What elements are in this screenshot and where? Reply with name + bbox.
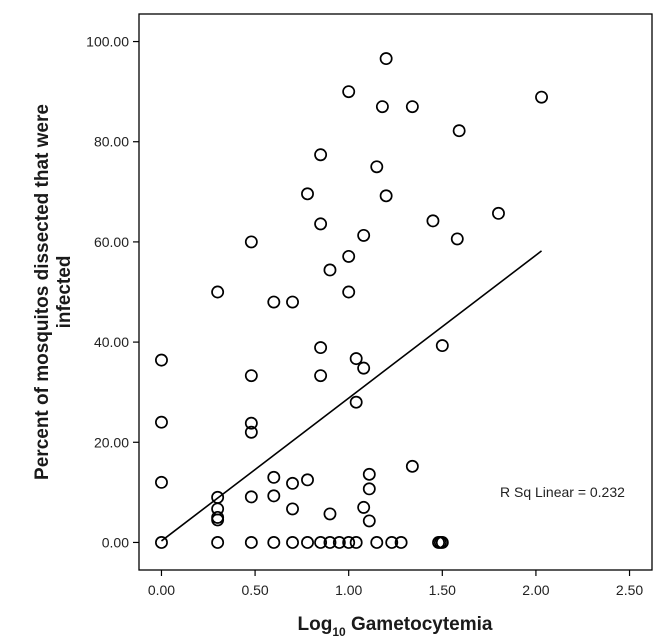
data-point: [349, 352, 363, 366]
data-point: [314, 536, 328, 549]
y-axis-title: Percent of mosquitos dissected that were…: [32, 104, 75, 480]
data-point: [405, 100, 419, 114]
data-point: [370, 536, 384, 549]
data-point: [286, 476, 299, 490]
x-tick-label: 1.00: [335, 582, 362, 598]
y-tick-label: 80.00: [94, 134, 129, 150]
data-point: [375, 100, 389, 114]
x-tick-label: 2.00: [522, 582, 549, 598]
data-point: [379, 189, 393, 203]
y-tick-label: 100.00: [86, 34, 129, 50]
data-point: [426, 214, 440, 228]
data-point: [452, 124, 466, 138]
x-axis-title-main: Log: [298, 614, 333, 635]
data-point: [362, 482, 376, 496]
data-point: [323, 263, 337, 277]
data-point: [362, 514, 376, 528]
x-axis-title-rest: Gametocytemia: [346, 614, 493, 635]
data-point: [155, 475, 168, 489]
data-point: [342, 285, 356, 299]
data-point: [267, 470, 281, 484]
data-point: [435, 339, 449, 353]
y-tick-label: 60.00: [94, 234, 129, 250]
x-axis-title-subscript: 10: [332, 625, 346, 637]
data-point: [211, 513, 225, 527]
data-point: [267, 536, 281, 549]
data-point: [332, 536, 346, 549]
tick-labels: 0.00 0.50 1.00 1.50 2.00 2.50 0.00 20.00 40.00 60…: [86, 34, 643, 598]
data-points: [155, 52, 548, 549]
data-point: [379, 52, 393, 66]
data-point: [244, 536, 258, 549]
data-point: [267, 489, 281, 503]
data-point: [342, 85, 356, 99]
data-point: [301, 473, 314, 487]
y-axis-title-line2: infected: [54, 256, 75, 329]
data-point: [211, 536, 225, 549]
data-point: [435, 536, 449, 549]
axis-ticks: [133, 40, 631, 576]
x-tick-label: 2.50: [616, 582, 643, 598]
data-point: [244, 425, 258, 439]
y-tick-label: 40.00: [94, 334, 129, 350]
x-tick-label: 0.00: [148, 582, 175, 598]
data-point: [286, 295, 299, 309]
x-tick-label: 1.50: [429, 582, 456, 598]
data-point: [349, 395, 363, 409]
data-point: [155, 415, 168, 429]
data-point: [286, 502, 299, 516]
data-point: [314, 148, 328, 162]
data-point: [267, 295, 281, 309]
y-tick-label: 20.00: [94, 434, 129, 450]
data-point: [385, 536, 399, 549]
data-point: [244, 369, 258, 383]
data-point: [535, 90, 548, 104]
data-point: [357, 500, 371, 514]
data-point: [357, 228, 371, 242]
r-squared-annotation: R Sq Linear = 0.232: [500, 484, 625, 500]
data-point: [323, 536, 337, 549]
data-point: [244, 235, 258, 249]
data-point: [244, 490, 258, 504]
data-point: [314, 341, 328, 355]
x-axis-title: Log10 Gametocytemia: [298, 614, 493, 637]
data-point: [349, 536, 363, 549]
data-point: [244, 416, 258, 430]
data-point: [492, 206, 505, 220]
linear-fit-line: [160, 250, 543, 542]
data-point: [450, 232, 464, 246]
x-tick-label: 0.50: [241, 582, 268, 598]
data-point: [211, 285, 225, 299]
y-axis-title-line1: Percent of mosquitos dissected that were: [32, 104, 53, 480]
data-point: [323, 507, 337, 521]
y-tick-label: 0.00: [102, 534, 129, 550]
data-point: [362, 467, 376, 481]
data-point: [155, 536, 168, 549]
data-point: [342, 536, 356, 549]
data-point: [314, 369, 328, 383]
data-point: [286, 536, 299, 549]
data-point: [405, 459, 419, 473]
data-point: [342, 249, 356, 263]
data-point: [301, 536, 314, 549]
data-point: [314, 217, 328, 231]
data-point: [394, 536, 408, 549]
data-point: [155, 353, 168, 367]
plot-frame: [138, 13, 653, 571]
data-point: [301, 187, 314, 201]
data-point: [357, 361, 371, 375]
data-point: [370, 160, 384, 174]
